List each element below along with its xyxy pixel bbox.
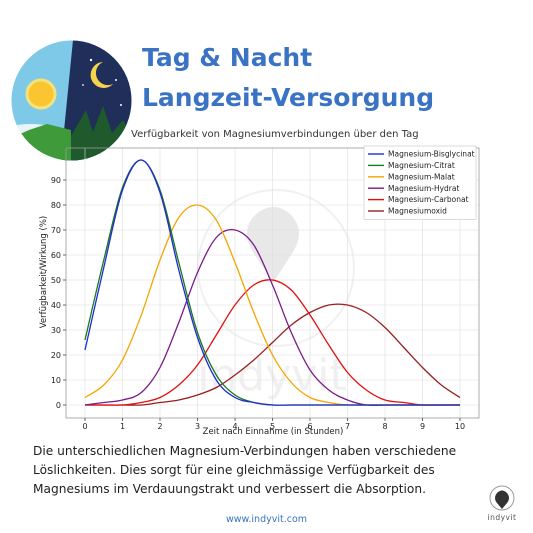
y-tick-label: 50 [51,276,61,285]
y-tick-label: 80 [51,201,61,210]
legend-label: Magnesium-Citrat [388,161,455,170]
legend-box [363,145,477,220]
x-tick-label: 9 [420,422,425,431]
x-axis-label: Zeit nach Einnahme (in Stunden) [203,427,344,437]
y-tick-label: 90 [51,176,61,185]
y-tick-label: 40 [51,301,61,310]
x-tick-label: 4 [232,422,237,431]
series-line-magnesium-carbonat [85,279,460,406]
legend-label: Magnesium-Bisglycinat [388,150,475,159]
description-text: Die unterschiedlichen Magnesium-Verbindu… [33,444,457,496]
watermark-text: indyvit [197,350,347,401]
y-axis-label: Verfügbarkeit/Wirkung (%) [39,216,49,328]
brand-logo: indyvit [484,484,520,524]
day-night-icon [11,40,132,161]
x-tick-label: 10 [455,422,465,431]
axes: 0 1 2 3 4 5 6 7 8 9 10 0 10 20 30 40 50 60 70 80 90 [51,147,480,431]
chart-title: Verfügbarkeit von Magnesiumverbindungen … [131,129,419,140]
brand-logo-text: indyvit [487,513,517,522]
x-tick-label: 2 [157,422,162,431]
y-tick-label: 60 [51,251,61,260]
website-link[interactable]: www.indyvit.com [225,514,308,525]
y-tick-label: 70 [51,226,61,235]
y-tick-label: 0 [56,401,61,410]
y-tick-label: 20 [51,351,61,360]
x-tick-label: 3 [195,422,200,431]
legend-label: Magnesiumoxid [388,207,447,216]
y-tick-label: 10 [51,376,61,385]
x-tick-label: 6 [307,422,312,431]
legend-label: Magnesium-Carbonat [388,195,469,204]
brand-logo-icon [489,485,515,511]
x-tick-label: 0 [82,422,87,431]
title-line-1: Tag & Nacht [142,43,313,72]
x-tick-label: 1 [120,422,125,431]
legend: Magnesium-Bisglycinat Magnesium-Citrat Mag… [363,145,477,220]
x-tick-label: 5 [270,422,275,431]
series-line-magnesium-bisglycinat [84,159,460,406]
legend-label: Magnesium-Hydrat [388,184,459,193]
legend-label: Magnesium-Malat [388,172,455,181]
x-tick-label: 7 [345,422,350,431]
y-tick-label: 30 [51,326,61,335]
title-line-2: Langzeit-Versorgung [142,83,435,112]
series-lines [84,159,461,407]
page-title: Tag & Nacht Langzeit-Versorgung [142,38,434,118]
x-tick-label: 8 [382,422,387,431]
watermark: indyvit [197,189,355,401]
series-line-magnesiumoxid [85,303,461,406]
